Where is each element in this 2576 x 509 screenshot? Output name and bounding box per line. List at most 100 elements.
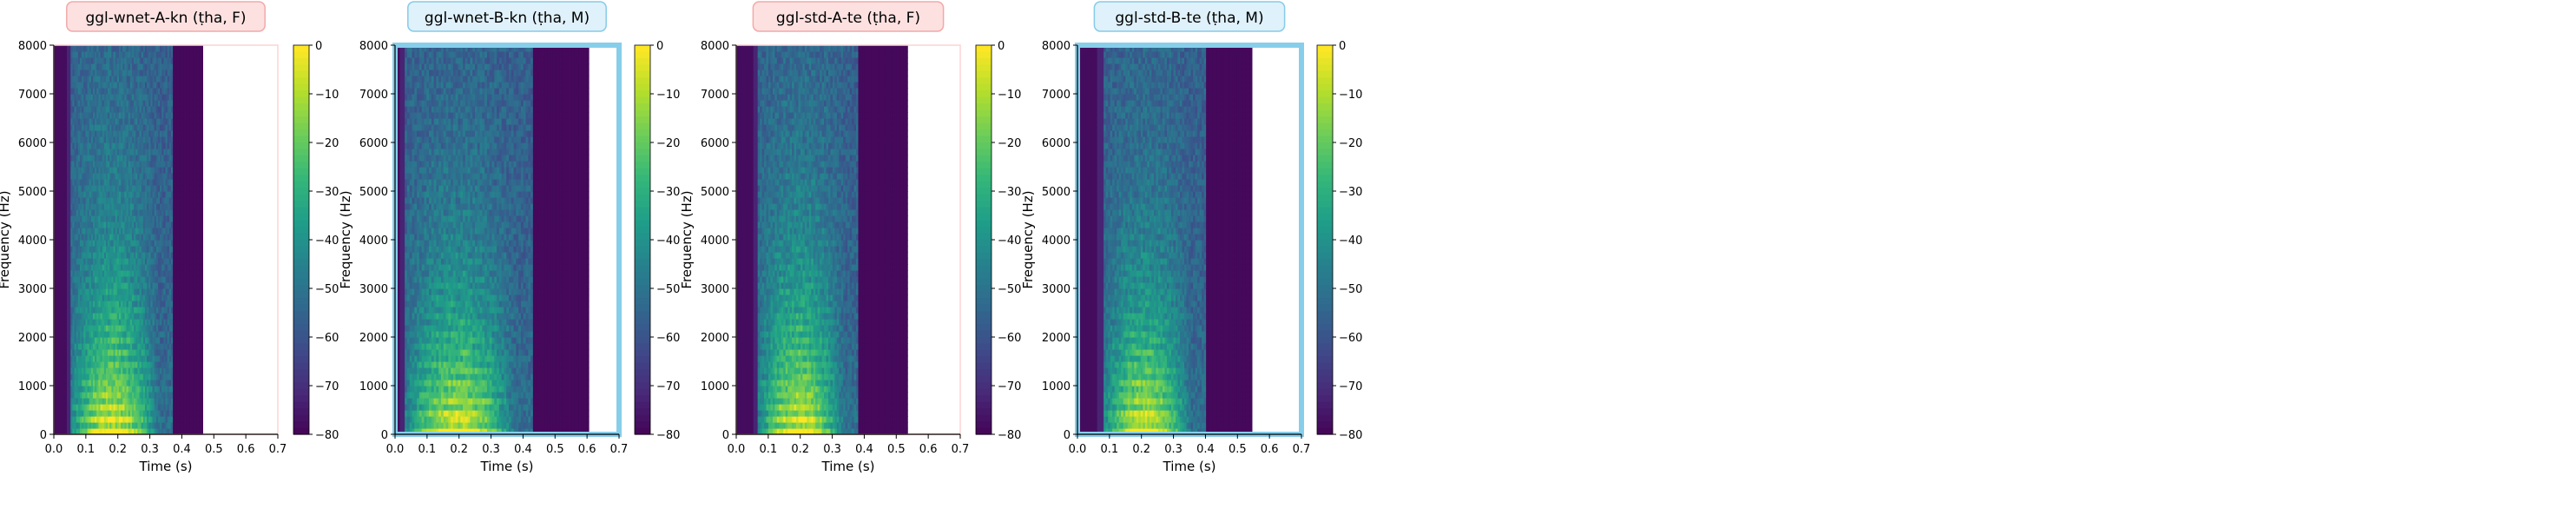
colorbar-tick-label: −20 <box>1339 137 1362 150</box>
colorbar: 0−10−20−30−40−50−60−70−80 <box>1317 40 1362 442</box>
colorbar-tick-label: −30 <box>656 186 680 199</box>
y-axis-label: Frequency (Hz) <box>338 190 353 288</box>
colorbar-tick-label: −40 <box>315 235 339 248</box>
x-axis-label: Time (s) <box>480 459 534 474</box>
colorbar-tick-label: −10 <box>315 89 339 102</box>
y-tick-label: 8000 <box>701 40 729 53</box>
x-tick-label: 0.4 <box>514 443 532 456</box>
y-tick-label: 0 <box>722 429 729 442</box>
colorbar-tick-label: −60 <box>656 332 680 345</box>
y-tick-label: 4000 <box>18 235 47 248</box>
y-tick-label: 6000 <box>359 137 388 150</box>
y-tick-label: 1000 <box>359 380 388 393</box>
colorbar-tick-label: −50 <box>1339 283 1362 296</box>
chart-title: ggl-wnet-A-kn (ṭha, F) <box>85 10 246 27</box>
colorbar: 0−10−20−30−40−50−60−70−80 <box>976 40 1021 442</box>
y-tick-label: 1000 <box>18 380 47 393</box>
x-tick-label: 0.3 <box>141 443 159 456</box>
x-tick-label: 0.4 <box>1196 443 1215 456</box>
x-tick-label: 0.4 <box>855 443 873 456</box>
y-tick-label: 8000 <box>1042 40 1071 53</box>
y-tick-label: 7000 <box>701 89 729 102</box>
x-axis-label: Time (s) <box>1163 459 1216 474</box>
colorbar-tick-label: −50 <box>998 283 1021 296</box>
colorbar-tick-label: −50 <box>315 283 339 296</box>
y-tick-label: 6000 <box>1042 137 1071 150</box>
colorbar-tick-label: −30 <box>1339 186 1362 199</box>
x-tick-label: 0.1 <box>77 443 96 456</box>
colorbar-tick-label: −80 <box>998 429 1021 442</box>
y-tick-label: 5000 <box>18 186 47 199</box>
y-axis-label: Frequency (Hz) <box>679 190 695 288</box>
x-tick-label: 0.3 <box>482 443 500 456</box>
y-tick-label: 3000 <box>1042 283 1071 296</box>
y-tick-label: 2000 <box>18 332 47 345</box>
y-tick-label: 0 <box>381 429 388 442</box>
colorbar-tick-label: −10 <box>998 89 1021 102</box>
y-tick-label: 1000 <box>1042 380 1071 393</box>
x-tick-label: 0.7 <box>610 443 629 456</box>
colorbar-tick-label: −10 <box>1339 89 1362 102</box>
chart-title: ggl-std-A-te (ṭha, F) <box>776 10 920 27</box>
y-tick-label: 5000 <box>359 186 388 199</box>
x-tick-label: 0.7 <box>269 443 287 456</box>
colorbar-tick-label: −80 <box>656 429 680 442</box>
x-tick-label: 0.0 <box>45 443 63 456</box>
y-tick-label: 8000 <box>359 40 388 53</box>
colorbar-tick-label: 0 <box>315 40 322 53</box>
y-axis-label: Frequency (Hz) <box>0 190 12 288</box>
colorbar-tick-label: −70 <box>1339 380 1362 393</box>
y-tick-label: 7000 <box>359 89 388 102</box>
x-tick-label: 0.0 <box>1069 443 1087 456</box>
x-tick-label: 0.2 <box>109 443 127 456</box>
x-tick-label: 0.0 <box>728 443 746 456</box>
colorbar-tick-label: −70 <box>998 380 1021 393</box>
x-axis-label: Time (s) <box>821 459 875 474</box>
y-tick-label: 5000 <box>1042 186 1071 199</box>
spectrogram-image <box>395 45 590 435</box>
x-tick-label: 0.7 <box>952 443 970 456</box>
spectrogram-image <box>1077 45 1252 435</box>
chart-title: ggl-wnet-B-kn (ṭha, M) <box>425 10 590 27</box>
colorbar-tick-label: −60 <box>1339 332 1362 345</box>
y-tick-label: 2000 <box>701 332 729 345</box>
x-tick-label: 0.6 <box>919 443 938 456</box>
spectrogram-image <box>736 45 908 435</box>
colorbar-tick-label: 0 <box>998 40 1005 53</box>
y-axis-label: Frequency (Hz) <box>1020 190 1036 288</box>
chart-title: ggl-std-B-te (ṭha, M) <box>1115 10 1263 27</box>
y-tick-label: 0 <box>40 429 47 442</box>
x-tick-label: 0.7 <box>1293 443 1311 456</box>
x-tick-label: 0.6 <box>237 443 255 456</box>
colorbar-tick-label: −70 <box>315 380 339 393</box>
y-tick-label: 7000 <box>18 89 47 102</box>
y-tick-label: 1000 <box>701 380 729 393</box>
y-tick-label: 0 <box>1064 429 1071 442</box>
colorbar-tick-label: −80 <box>315 429 339 442</box>
colorbar-tick-label: −20 <box>656 137 680 150</box>
y-tick-label: 8000 <box>18 40 47 53</box>
y-tick-label: 3000 <box>701 283 729 296</box>
y-tick-label: 2000 <box>1042 332 1071 345</box>
colorbar-tick-label: −70 <box>656 380 680 393</box>
spectrogram-image <box>54 45 203 435</box>
colorbar: 0−10−20−30−40−50−60−70−80 <box>293 40 339 442</box>
x-tick-label: 0.3 <box>1164 443 1183 456</box>
x-tick-label: 0.2 <box>450 443 468 456</box>
y-tick-label: 6000 <box>701 137 729 150</box>
colorbar: 0−10−20−30−40−50−60−70−80 <box>635 40 680 442</box>
y-tick-label: 3000 <box>359 283 388 296</box>
x-tick-label: 0.1 <box>1101 443 1119 456</box>
y-tick-label: 4000 <box>701 235 729 248</box>
colorbar-tick-label: −30 <box>998 186 1021 199</box>
y-tick-label: 5000 <box>701 186 729 199</box>
x-tick-label: 0.1 <box>418 443 437 456</box>
x-axis-label: Time (s) <box>139 459 193 474</box>
colorbar-tick-label: −30 <box>315 186 339 199</box>
y-tick-label: 6000 <box>18 137 47 150</box>
x-tick-label: 0.6 <box>578 443 596 456</box>
y-tick-label: 3000 <box>18 283 47 296</box>
